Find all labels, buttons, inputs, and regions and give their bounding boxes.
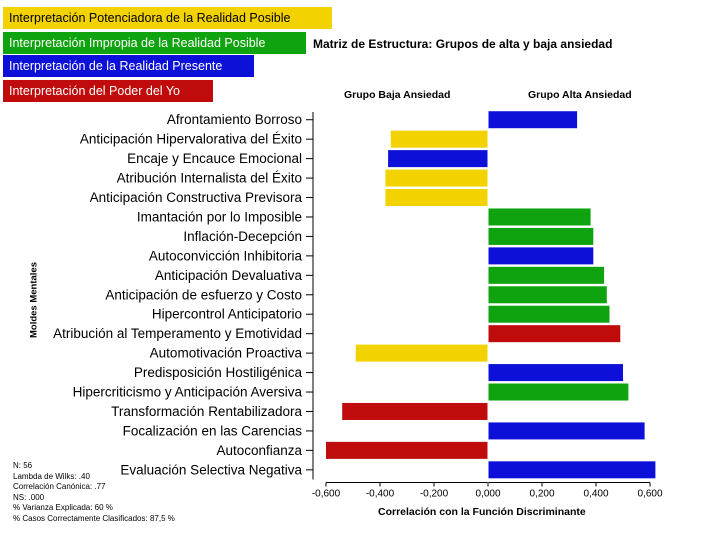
stats-block: N: 56 Lambda de Wilks: .40 Correlación C… — [13, 461, 175, 525]
bar — [488, 247, 594, 265]
category-label: Evaluación Selectiva Negativa — [120, 462, 302, 477]
bar — [342, 402, 488, 420]
bar — [385, 189, 488, 207]
bar — [385, 169, 488, 187]
bar — [488, 111, 578, 129]
bar — [355, 344, 488, 362]
category-label: Encaje y Encauce Emocional — [127, 151, 302, 166]
bar — [488, 227, 594, 245]
chart-title: Matriz de Estructura: Grupos de alta y b… — [313, 37, 613, 51]
bar — [488, 364, 623, 382]
legend-impropia: Interpretación Impropia de la Realidad P… — [3, 32, 306, 54]
category-label: Anticipación Constructiva Previsora — [90, 190, 303, 205]
category-label: Hipercriticismo y Anticipación Aversiva — [73, 385, 303, 400]
category-label: Anticipación Hipervalorativa del Éxito — [80, 132, 302, 147]
bar — [488, 208, 591, 226]
category-label: Imantación por lo Imposible — [137, 209, 302, 224]
category-label: Hipercontrol Anticipatorio — [152, 307, 302, 322]
category-label: Inflación-Decepción — [183, 229, 302, 244]
category-label: Autoconvicción Inhibitoria — [149, 248, 303, 263]
category-label: Autoconfianza — [216, 443, 302, 458]
x-tick-label: 0,000 — [475, 489, 500, 500]
x-tick-label: -0,200 — [420, 489, 449, 500]
group-high-label: Grupo Alta Ansiedad — [528, 89, 632, 101]
category-label: Anticipación de esfuerzo y Costo — [105, 287, 302, 302]
bar — [488, 325, 621, 343]
bar — [390, 130, 488, 148]
bar — [326, 441, 488, 459]
y-axis-label: Moldes Mentales — [28, 261, 40, 339]
category-label: Atribución Internalista del Éxito — [117, 171, 302, 186]
bar — [488, 305, 610, 323]
legend-poder-del-yo: Interpretación del Poder del Yo — [3, 80, 213, 102]
category-label: Focalización en las Carencias — [123, 423, 303, 438]
category-label: Automotivación Proactiva — [150, 346, 303, 361]
x-tick-label: 0,400 — [583, 489, 608, 500]
category-label: Atribución al Temperamento y Emotividad — [53, 326, 302, 341]
category-label: Transformación Rentabilizadora — [111, 404, 302, 419]
stat-wilks: Lambda de Wilks: .40 — [13, 471, 90, 481]
group-low-label: Grupo Baja Ansiedad — [344, 89, 451, 101]
legend-potenciadora: Interpretación Potenciadora de la Realid… — [3, 7, 332, 29]
stat-n: N: 56 — [13, 461, 33, 470]
x-tick-label: 0,600 — [637, 489, 662, 500]
stat-classified: % Casos Correctamente Clasificados: 87,5… — [13, 513, 175, 523]
category-label: Afrontamiento Borroso — [167, 112, 302, 127]
x-tick-label: -0,600 — [312, 489, 341, 500]
stat-variance: % Varianza Explicada: 60 % — [13, 503, 113, 513]
bar — [488, 286, 607, 304]
bar — [388, 150, 488, 168]
bar — [488, 422, 645, 440]
stat-canonical: Correlación Canónica: .77 — [13, 482, 106, 492]
x-tick-label: 0,200 — [529, 489, 554, 500]
bar — [488, 383, 629, 401]
category-label: Anticipación Devaluativa — [155, 268, 303, 283]
stat-ns: NS: .000 — [13, 492, 45, 502]
bar — [488, 266, 605, 284]
bar — [488, 461, 656, 479]
x-tick-label: -0,400 — [366, 489, 395, 500]
x-axis-label: Correlación con la Función Discriminante — [378, 506, 586, 518]
legend-presente: Interpretación de la Realidad Presente — [3, 55, 254, 77]
category-label: Predisposición Hostiligénica — [134, 365, 303, 380]
